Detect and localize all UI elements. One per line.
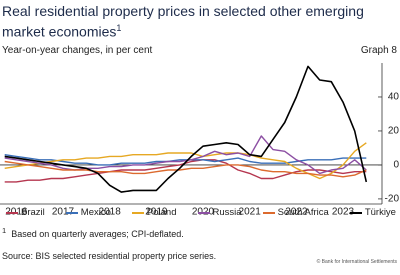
legend-item: South Africa bbox=[262, 207, 329, 218]
legend-item: Russia bbox=[197, 207, 242, 218]
legend-label: Mexico bbox=[80, 207, 111, 218]
y-tick-label: 40 bbox=[388, 92, 400, 103]
legend-swatch bbox=[6, 211, 18, 214]
chart-title-block: Real residential property prices in sele… bbox=[2, 3, 372, 41]
series-line bbox=[4, 65, 368, 193]
legend-label: Russia bbox=[212, 207, 242, 218]
legend-label: Brazil bbox=[21, 207, 45, 218]
source: Source: BIS selected residential propert… bbox=[2, 251, 217, 261]
series-line bbox=[4, 135, 367, 175]
title-marker: 1 bbox=[116, 23, 122, 33]
x-tick-label: 2022 bbox=[285, 207, 308, 218]
footnote: Based on quarterly averages; CPI-deflate… bbox=[11, 229, 184, 239]
legend: Brazil Mexico Poland Russia South Africa Türk… bbox=[6, 207, 396, 218]
subtitle: Year-on-year changes, in per cent bbox=[2, 45, 153, 56]
legend-swatch bbox=[262, 211, 275, 214]
series-line bbox=[4, 154, 367, 166]
copyright: © Bank for International Settlements bbox=[316, 259, 397, 265]
legend-item: Mexico bbox=[65, 207, 111, 218]
legend-swatch bbox=[349, 211, 362, 214]
footnote-row: 1 Based on quarterly averages; CPI-defla… bbox=[2, 226, 184, 239]
x-tick-label: 2017 bbox=[52, 207, 75, 218]
graph-label: Graph 8 bbox=[360, 45, 397, 56]
legend-item: Brazil bbox=[6, 207, 45, 218]
series-line bbox=[4, 160, 367, 178]
x-tick-label: 2019 bbox=[145, 207, 168, 218]
legend-item: Poland bbox=[131, 207, 177, 218]
legend-label: Poland bbox=[146, 207, 177, 218]
footnote-marker: 1 bbox=[2, 226, 7, 235]
y-tick-label: 0 bbox=[393, 160, 399, 171]
y-tick-label: 20 bbox=[388, 126, 400, 137]
x-tick-label: 2023 bbox=[332, 207, 355, 218]
legend-label: South Africa bbox=[277, 207, 329, 218]
legend-swatch bbox=[197, 211, 210, 214]
series-line bbox=[4, 142, 367, 180]
x-tick-label: 2018 bbox=[99, 207, 122, 218]
x-tick-label: 2021 bbox=[239, 207, 262, 218]
chart-title: Real residential property prices in sele… bbox=[2, 3, 364, 40]
legend-item: Türkiye bbox=[349, 207, 396, 218]
legend-swatch bbox=[131, 211, 144, 214]
legend-swatch bbox=[65, 211, 78, 214]
y-tick-label: -20 bbox=[385, 194, 400, 205]
legend-label: Türkiye bbox=[364, 207, 396, 218]
